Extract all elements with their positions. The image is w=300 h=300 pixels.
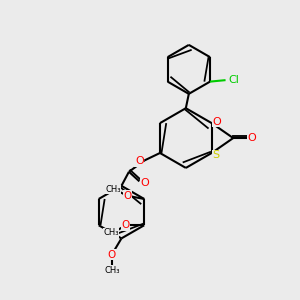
Text: O: O [140,178,149,188]
Text: O: O [213,117,221,127]
Text: CH₃: CH₃ [104,266,120,275]
Text: O: O [108,250,116,260]
Text: O: O [122,220,130,230]
Text: O: O [135,156,144,166]
Text: CH₃: CH₃ [105,185,121,194]
Text: CH₃: CH₃ [103,228,118,237]
Text: S: S [213,150,220,161]
Text: Cl: Cl [229,75,239,85]
Text: O: O [124,191,132,201]
Text: O: O [248,133,256,143]
